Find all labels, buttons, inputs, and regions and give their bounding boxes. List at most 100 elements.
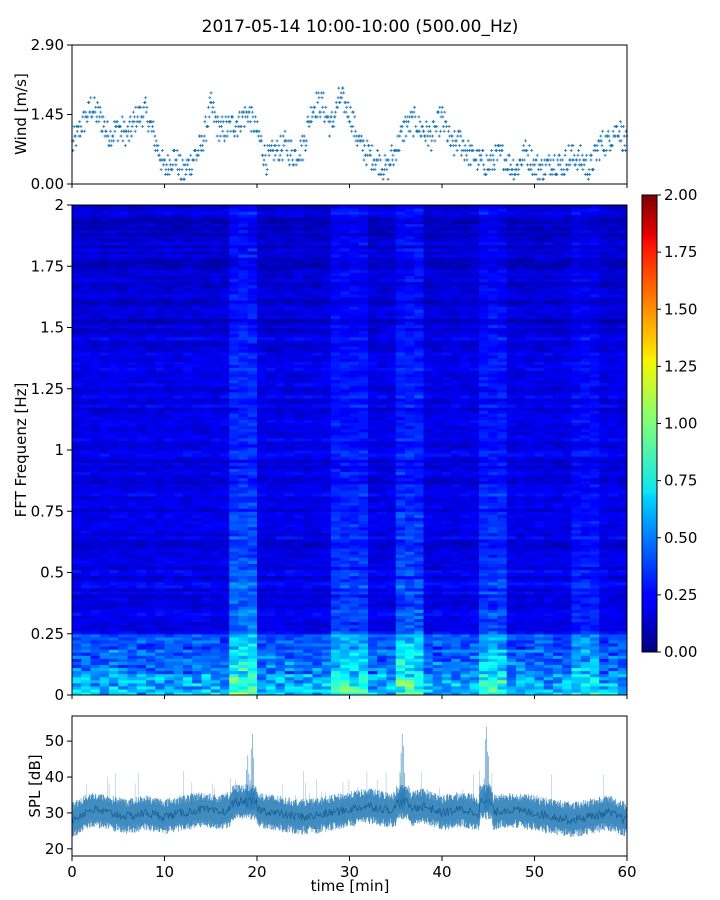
spectrogram-cell: [294, 315, 304, 319]
wind-point: [237, 115, 241, 119]
spectrogram-cell: [210, 263, 221, 267]
spectrogram-cell: [192, 284, 203, 289]
spectrogram-cell: [136, 263, 147, 267]
wind-point: [305, 139, 309, 143]
spectrogram-cell: [118, 217, 129, 221]
spectrogram-cell: [72, 450, 82, 454]
wind-point: [604, 148, 608, 152]
spectrogram-cell: [146, 566, 156, 571]
spectrogram-cell: [146, 385, 156, 390]
spectrogram-cell: [229, 318, 240, 322]
spectrogram-cell: [201, 603, 212, 607]
spectrogram-cell: [109, 688, 119, 693]
spectrogram-cell: [201, 342, 212, 347]
spectrogram-cell: [146, 290, 156, 295]
spectrogram-cell: [164, 235, 175, 240]
spectrogram-cell: [146, 446, 156, 451]
spectrogram-cell: [136, 459, 147, 463]
spectrogram-cell: [173, 296, 184, 301]
spectrogram-cell: [192, 318, 203, 322]
spectrogram-cell: [210, 416, 221, 420]
spectrogram-cell: [238, 296, 249, 301]
spectrogram-cell: [192, 385, 203, 390]
spectrogram-cell: [192, 456, 203, 460]
spectrogram-cell: [164, 342, 175, 347]
spectrogram-cell: [192, 655, 203, 659]
spectrogram-cell: [99, 309, 110, 313]
spectrogram-cell: [201, 281, 212, 286]
spectrogram-cell: [201, 621, 212, 626]
spectrogram-cell: [257, 238, 267, 243]
spectrogram-cell: [247, 456, 258, 460]
spectrogram-cell: [155, 511, 166, 515]
spectrogram-cell: [284, 257, 295, 261]
spectrogram-cell: [210, 548, 221, 552]
spectrogram-cell: [118, 590, 129, 595]
spectrogram-cell: [155, 388, 166, 393]
spectrogram-cell: [99, 290, 110, 295]
wind-point: [446, 139, 450, 143]
spectrogram-cell: [127, 621, 138, 626]
spectrogram-cell: [118, 278, 129, 283]
spectrogram-cell: [173, 639, 184, 644]
spectrogram-cell: [136, 404, 147, 408]
wind-point: [493, 168, 497, 172]
wind-point: [294, 148, 298, 152]
spectrogram-cell: [201, 205, 212, 209]
spectrogram-cell: [146, 232, 156, 237]
spectrogram-cell: [118, 241, 129, 246]
spectrogram-cell: [247, 609, 258, 613]
spectrogram-cell: [99, 569, 110, 574]
spectrogram-cell: [90, 502, 101, 506]
spectrogram-cell: [294, 385, 304, 390]
spectrogram-cell: [266, 679, 277, 684]
spectrogram-cell: [136, 281, 147, 286]
wind-point: [390, 144, 394, 148]
spectrogram-cell: [72, 630, 82, 635]
spectrogram-cell: [284, 483, 295, 488]
spectrogram-cell: [275, 682, 286, 687]
spectrogram-cell: [192, 581, 203, 586]
spectrogram-cell: [220, 226, 230, 231]
spectrogram-cell: [294, 205, 304, 209]
spectrogram-cell: [192, 339, 203, 344]
spectrogram-cell: [192, 649, 203, 653]
spectrogram-cell: [99, 612, 110, 616]
spectrogram-cell: [220, 315, 230, 319]
spectrogram-cell: [127, 214, 138, 218]
spectrogram-cell: [201, 688, 212, 693]
spectrogram-cell: [284, 272, 295, 277]
spectrogram-cell: [257, 333, 267, 338]
spectrogram-cell: [183, 407, 193, 411]
spectrogram-cell: [284, 330, 295, 335]
spectrogram-cell: [155, 618, 166, 623]
wind-point: [265, 172, 269, 176]
spectrogram-cell: [127, 609, 138, 613]
spectrogram-cell: [229, 443, 240, 448]
wind-point: [282, 144, 286, 148]
spectrogram-cell: [155, 462, 166, 466]
spectrogram-cell: [257, 557, 267, 561]
spectrogram-cell: [247, 682, 258, 687]
spectrogram-cell: [192, 642, 203, 647]
spectrogram-cell: [146, 413, 156, 417]
spectrogram-cell: [72, 557, 82, 561]
wind-point: [275, 139, 279, 143]
spectrogram-cell: [118, 404, 129, 408]
spectrogram-cell: [136, 480, 147, 485]
spectrogram-cell: [155, 532, 166, 537]
spectrogram-cell: [146, 342, 156, 347]
wind-point: [427, 124, 431, 128]
spectrogram-cell: [72, 673, 82, 678]
spectrogram-cell: [127, 275, 138, 280]
spectrogram-cell: [210, 333, 221, 338]
spectrogram-cell: [183, 468, 193, 473]
spectrogram-cell: [275, 600, 286, 604]
spectrogram-cell: [109, 269, 119, 273]
spectrogram-cell: [210, 526, 221, 531]
spectrogram-cell: [136, 397, 147, 402]
spectrogram-cell: [136, 590, 147, 595]
spectrogram-cell: [201, 499, 212, 503]
spectrogram-cell: [90, 269, 101, 273]
spectrogram-cell: [303, 544, 314, 549]
